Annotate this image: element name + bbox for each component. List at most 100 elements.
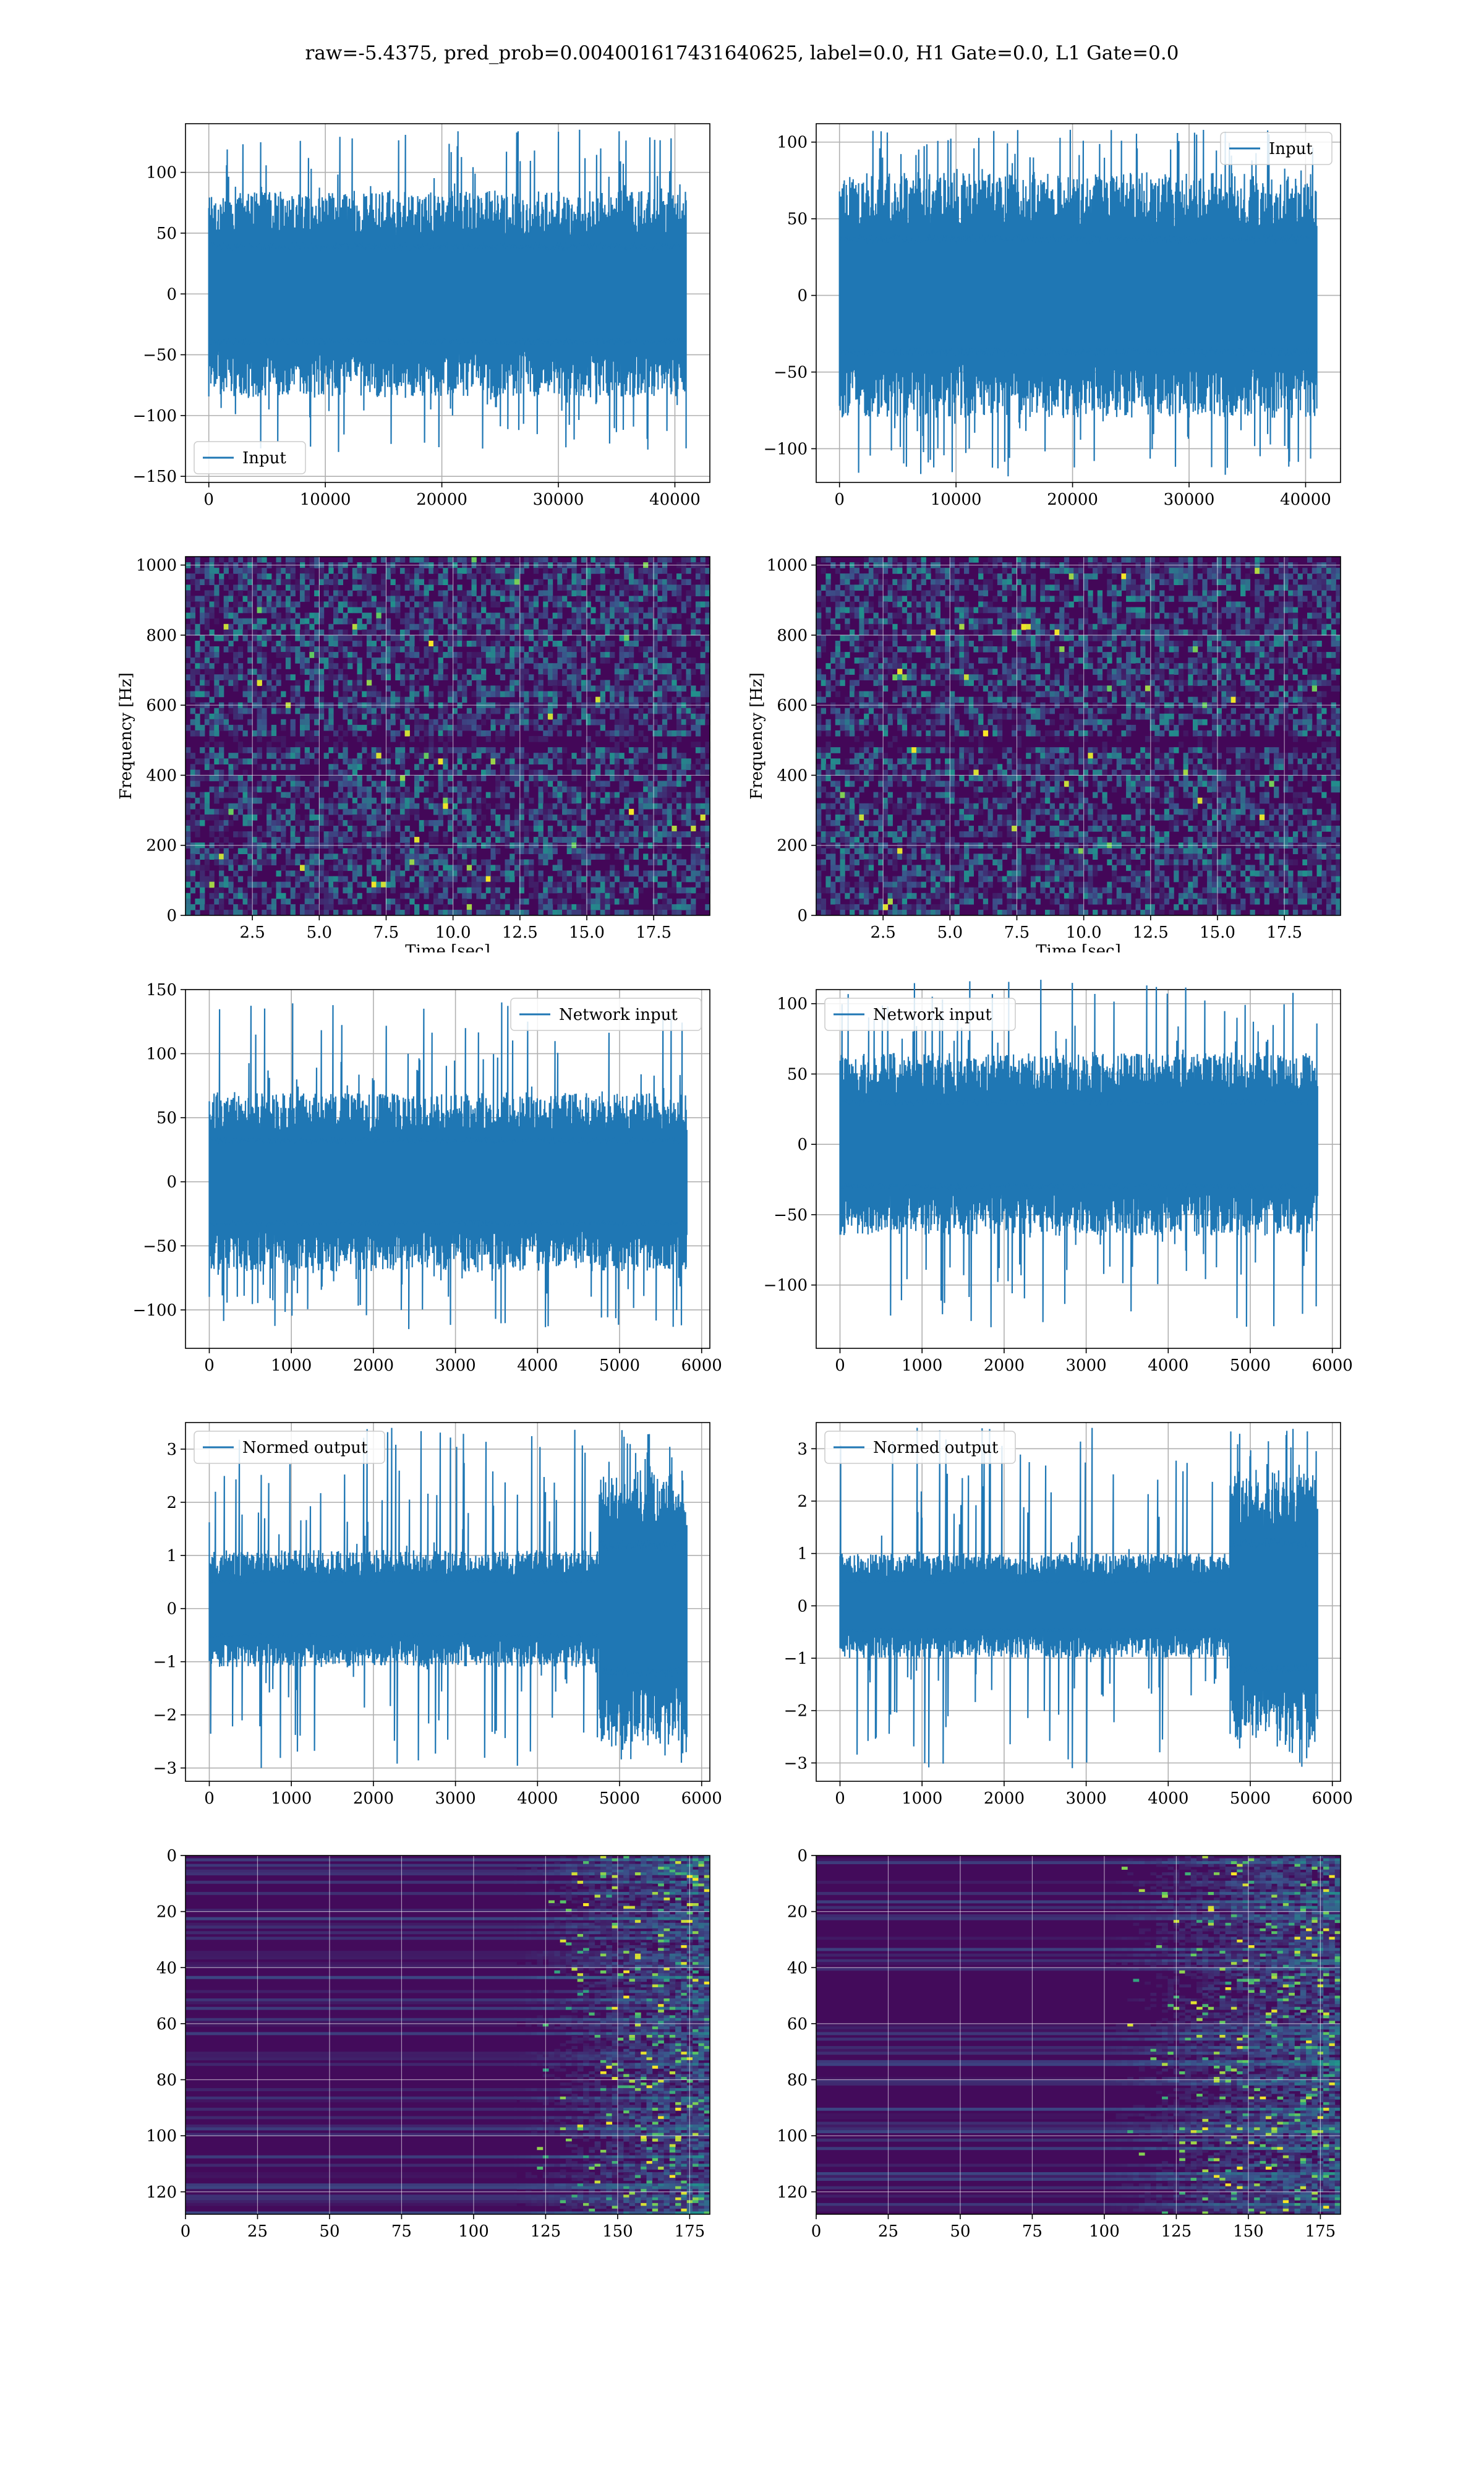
spectrogram-cell bbox=[647, 584, 654, 591]
spectrogram-cell bbox=[448, 786, 453, 793]
spectrogram-cell bbox=[600, 753, 605, 759]
spectrogram-cell bbox=[505, 607, 510, 614]
spectrogram-cell bbox=[921, 568, 926, 574]
spectrogram-cell bbox=[538, 854, 544, 860]
spectrogram-cell bbox=[186, 753, 191, 759]
spectrogram-cell bbox=[304, 753, 310, 759]
spectrogram-cell bbox=[628, 663, 634, 669]
spectrogram-cell bbox=[262, 557, 267, 563]
spectrogram-cell bbox=[624, 742, 629, 748]
spectrogram-cell bbox=[1321, 590, 1327, 597]
spectrogram-cell bbox=[926, 612, 931, 619]
spectrogram-cell bbox=[495, 640, 501, 647]
spectrogram-cell bbox=[576, 579, 582, 585]
spectrogram-cell bbox=[481, 590, 487, 597]
spectrogram-cell bbox=[457, 607, 463, 614]
spectrogram-cell bbox=[242, 579, 248, 585]
spectrogram-cell bbox=[257, 781, 262, 787]
spectrogram-cell bbox=[681, 808, 686, 815]
spectrogram-cell bbox=[1030, 607, 1036, 614]
spectrogram-cell bbox=[700, 831, 706, 837]
spectrogram-cell bbox=[257, 568, 262, 574]
spectrogram-cell bbox=[667, 584, 672, 591]
spectrogram-cell bbox=[190, 680, 195, 687]
spectrogram-cell bbox=[1126, 557, 1132, 563]
spectrogram-cell bbox=[348, 680, 353, 687]
spectrogram-cell bbox=[366, 674, 372, 680]
spectrogram-cell bbox=[281, 635, 286, 641]
spectrogram-cell bbox=[562, 674, 568, 680]
spectrogram-cell bbox=[1193, 596, 1198, 602]
spectrogram-cell bbox=[495, 775, 501, 782]
spectrogram-cell bbox=[576, 814, 582, 821]
spectrogram-cell bbox=[686, 887, 691, 894]
spectrogram-cell bbox=[1083, 579, 1088, 585]
spectrogram-cell bbox=[290, 753, 296, 759]
spectrogram-cell bbox=[333, 730, 339, 737]
spectrogram-cell bbox=[495, 601, 501, 608]
spectrogram-cell bbox=[533, 769, 539, 776]
spectrogram-cell bbox=[200, 904, 205, 910]
spectrogram-cell bbox=[233, 904, 239, 910]
spectrogram-cell bbox=[533, 820, 539, 826]
spectrogram-cell bbox=[242, 848, 248, 854]
spectrogram-cell bbox=[562, 747, 568, 753]
spectrogram-cell bbox=[409, 584, 415, 591]
spectrogram-cell bbox=[481, 652, 487, 658]
spectrogram-cell bbox=[591, 713, 596, 720]
spectrogram-cell bbox=[352, 786, 358, 793]
spectrogram-cell bbox=[538, 870, 544, 877]
spectrogram-cell bbox=[476, 612, 482, 619]
spectrogram-cell bbox=[1007, 584, 1012, 591]
spectrogram-cell bbox=[385, 708, 391, 714]
spectrogram-cell bbox=[1073, 584, 1079, 591]
spectrogram-cell bbox=[1169, 596, 1174, 602]
spectrogram-cell bbox=[591, 674, 596, 680]
spectrogram-cell bbox=[328, 876, 334, 883]
spectrogram-cell bbox=[700, 719, 706, 726]
spectrogram-cell bbox=[566, 601, 572, 608]
spectrogram-cell bbox=[419, 669, 424, 675]
spectrogram-cell bbox=[371, 601, 377, 608]
spectrogram-cell bbox=[242, 607, 248, 614]
spectrogram-cell bbox=[219, 870, 224, 877]
spectrogram-cell bbox=[233, 652, 239, 658]
spectrogram-cell bbox=[647, 820, 654, 826]
spectrogram-cell bbox=[290, 724, 296, 731]
spectrogram-cell bbox=[214, 909, 220, 916]
spectrogram-cell bbox=[647, 876, 654, 883]
spectrogram-cell bbox=[667, 674, 672, 680]
spectrogram-cell bbox=[1307, 579, 1313, 585]
spectrogram-cell bbox=[495, 892, 501, 899]
spectrogram-cell bbox=[352, 876, 358, 883]
spectrogram-cell bbox=[318, 601, 325, 608]
spectrogram-cell bbox=[916, 601, 922, 608]
spectrogram-cell bbox=[652, 797, 658, 804]
spectrogram-cell bbox=[949, 590, 955, 597]
spectrogram-cell bbox=[581, 848, 587, 854]
spectrogram-cell bbox=[471, 640, 477, 647]
spectrogram-cell bbox=[1183, 568, 1188, 574]
spectrogram-cell bbox=[533, 557, 539, 563]
spectrogram-cell bbox=[1126, 573, 1132, 580]
spectrogram-cell bbox=[705, 904, 710, 910]
spectrogram-cell bbox=[543, 786, 548, 793]
spectrogram-cell bbox=[529, 881, 534, 888]
spectrogram-cell bbox=[633, 909, 639, 916]
spectrogram-cell bbox=[705, 831, 710, 837]
spectrogram-cell bbox=[850, 601, 855, 608]
spectrogram-cell bbox=[371, 764, 377, 770]
spectrogram-cell bbox=[1269, 612, 1274, 619]
spectrogram-cell bbox=[1255, 590, 1260, 597]
spectrogram-cell bbox=[381, 652, 386, 658]
spectrogram-cell bbox=[328, 629, 334, 636]
spectrogram-cell bbox=[543, 898, 548, 905]
spectrogram-cell bbox=[614, 797, 620, 804]
spectrogram-cell bbox=[276, 663, 281, 669]
spectrogram-cell bbox=[552, 674, 558, 680]
spectrogram-cell bbox=[581, 568, 587, 574]
spectrogram-cell bbox=[868, 601, 874, 608]
spectrogram-cell bbox=[1054, 612, 1060, 619]
spectrogram-cell bbox=[385, 730, 391, 737]
spectrogram-cell bbox=[247, 719, 253, 726]
